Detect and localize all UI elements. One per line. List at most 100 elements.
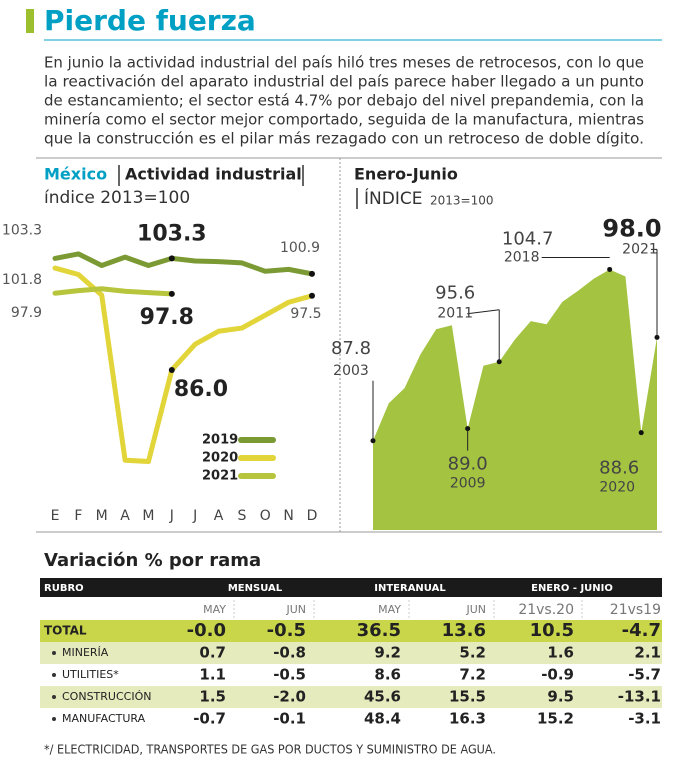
cell-value: 1.1: [199, 666, 226, 684]
column-header: ENERO - JUNIO: [531, 583, 613, 594]
point-marker: [607, 266, 613, 272]
point-marker: [168, 366, 175, 373]
chart-subtitle-note: 2013=100: [430, 194, 494, 208]
value-label: 101.8: [2, 272, 42, 288]
x-tick-label: 2020: [599, 480, 635, 496]
subcolumn-header: JUN: [465, 603, 486, 616]
table-title: Variación % por rama: [44, 550, 261, 571]
table-row: [40, 686, 662, 708]
chart-title: Enero-Junio: [354, 165, 458, 184]
value-label: 87.8: [331, 338, 371, 359]
table-row: [40, 620, 662, 642]
cell-value: 16.3: [449, 710, 486, 728]
intro-line: minería como el sector mejor comportado,…: [44, 111, 644, 129]
cell-value: 48.4: [364, 710, 401, 728]
column-header: MENSUAL: [228, 583, 283, 594]
x-tick-label: M: [142, 508, 154, 524]
cell-value: 13.6: [442, 620, 486, 641]
intro-line: la reactivación del aparato industrial d…: [44, 73, 644, 91]
x-tick-label: 2011: [437, 306, 473, 322]
column-header: RUBRO: [44, 583, 84, 594]
series-line: [52, 286, 175, 297]
bullet: [52, 717, 56, 721]
cell-value: -0.5: [267, 620, 306, 641]
value-label: 97.9: [11, 305, 42, 321]
chart-subtitle: índice 2013=100: [44, 188, 190, 208]
x-tick-label: O: [260, 508, 271, 524]
x-tick-label: S: [237, 508, 246, 524]
page-title: Pierde fuerza: [44, 4, 256, 37]
point-marker: [309, 292, 315, 299]
cell-value: -0.0: [187, 620, 226, 641]
area: [373, 269, 657, 530]
bullet: [52, 673, 56, 677]
cell-value: 1.5: [199, 688, 226, 706]
subcolumn-header: 21vs19: [610, 602, 661, 618]
point-marker: [168, 255, 175, 262]
cell-value: -0.1: [273, 710, 306, 728]
intro-line: En junio la actividad industrial del paí…: [44, 54, 644, 72]
cell-value: 45.6: [364, 688, 401, 706]
cell-value: 15.5: [449, 688, 486, 706]
cell-value: -5.7: [628, 666, 661, 684]
legend-label: 2019: [202, 433, 238, 448]
value-label: 95.6: [435, 283, 475, 304]
cell-value: 36.5: [357, 620, 401, 641]
cell-value: 0.7: [199, 644, 226, 662]
series-line: [52, 251, 315, 277]
value-label: 100.9: [280, 240, 320, 256]
chart-title: Actividad industrial: [125, 165, 302, 184]
value-label: 88.6: [599, 458, 639, 479]
table-row: [40, 664, 662, 686]
value-label: 104.7: [502, 228, 554, 249]
x-tick-label: N: [283, 508, 293, 524]
cell-value: 1.6: [547, 644, 574, 662]
x-tick-label: J: [192, 508, 197, 524]
row-label: MINERÍA: [62, 646, 109, 659]
leader-line: [467, 309, 500, 315]
bullet: [52, 651, 56, 655]
cell-value: -4.7: [622, 620, 661, 641]
table-row: [40, 708, 662, 730]
x-tick-label: 2021: [622, 241, 658, 257]
table-row: [40, 642, 662, 664]
x-tick-label: 2003: [333, 363, 369, 379]
cell-value: 5.2: [459, 644, 486, 662]
legend-label: 2021: [202, 469, 238, 484]
subcolumn-header: 21vs.20: [518, 602, 574, 618]
subcolumn-header: MAY: [203, 603, 226, 616]
x-tick-label: 2009: [450, 476, 486, 492]
row-label: MANUFACTURA: [62, 712, 146, 725]
x-tick-label: F: [74, 508, 82, 524]
value-label: 86.0: [174, 377, 228, 402]
row-label: TOTAL: [44, 624, 87, 638]
table-header-band: [40, 578, 662, 597]
cell-value: -13.1: [618, 688, 661, 706]
title-marker: [26, 9, 34, 33]
cell-value: 10.5: [530, 620, 574, 641]
cell-value: -0.9: [541, 666, 574, 684]
point-marker: [309, 270, 315, 277]
cell-value: 9.5: [547, 688, 574, 706]
legend-label: 2020: [202, 451, 238, 466]
x-tick-label: 2018: [504, 249, 540, 265]
cell-value: 8.6: [374, 666, 401, 684]
point-marker: [168, 290, 175, 297]
cell-value: -0.7: [193, 710, 226, 728]
cell-value: 15.2: [537, 710, 574, 728]
intro-line: de estancamiento; el sector está 4.7% po…: [44, 92, 644, 110]
bullet: [52, 695, 56, 699]
cell-value: -2.0: [273, 688, 306, 706]
x-tick-label: M: [96, 508, 108, 524]
cell-value: 9.2: [374, 644, 401, 662]
x-tick-label: A: [214, 508, 224, 524]
cell-value: -0.5: [273, 666, 306, 684]
chart-subtitle: ÍNDICE: [364, 187, 422, 209]
cell-value: -3.1: [628, 710, 661, 728]
chart-title-prefix: México: [44, 165, 107, 184]
row-label: CONSTRUCCIÓN: [62, 690, 151, 703]
x-tick-label: J: [169, 508, 174, 524]
value-label: 89.0: [448, 454, 488, 475]
row-label: UTILITIES*: [62, 668, 119, 681]
